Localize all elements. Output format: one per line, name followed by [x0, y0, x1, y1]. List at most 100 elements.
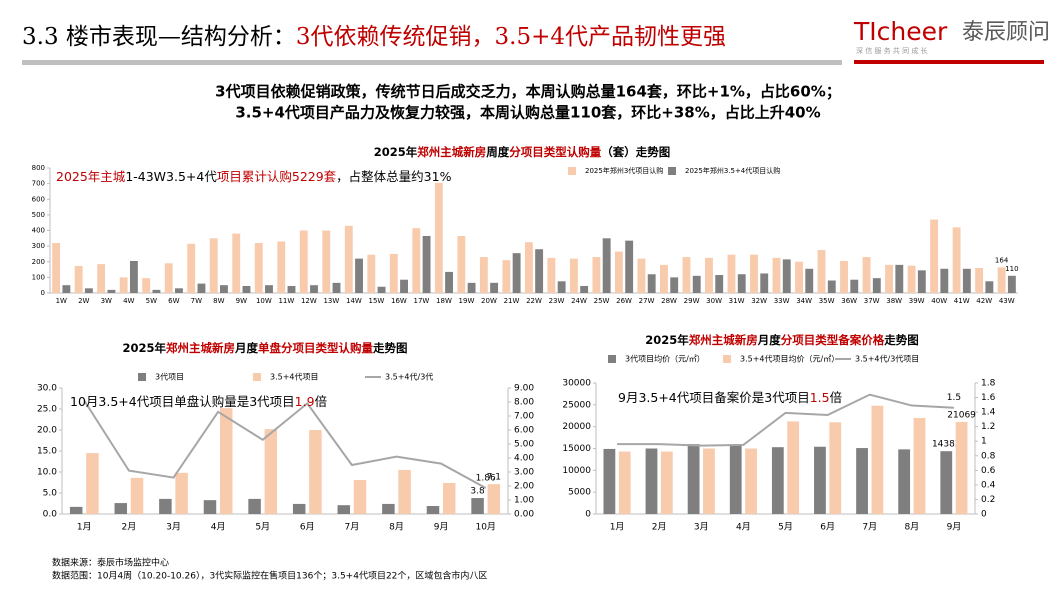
text-part: 郑州主城新房 — [689, 333, 758, 347]
x-tick-label: 21W — [504, 297, 520, 305]
bar — [114, 503, 128, 514]
bar — [705, 257, 713, 293]
source-line: 数据来源：泰辰市场监控中心 — [52, 557, 169, 569]
x-tick-label: 34W — [796, 297, 812, 305]
legend-swatch — [568, 167, 576, 175]
x-tick-label: 33W — [774, 297, 790, 305]
x-tick-label: 29W — [684, 297, 700, 305]
x-tick-label: 15W — [368, 297, 384, 305]
tick-label: 0.00 — [514, 510, 534, 520]
bar — [952, 227, 961, 293]
tick-label: 100 — [32, 273, 45, 281]
bar — [727, 254, 736, 293]
bar — [827, 280, 836, 293]
bar — [787, 421, 800, 514]
x-tick-label: 3月 — [694, 522, 709, 533]
x-tick-label: 6W — [168, 297, 179, 305]
x-tick-label: 16W — [391, 297, 407, 305]
x-tick-label: 32W — [751, 297, 767, 305]
bar — [997, 267, 1006, 293]
legend-swatch — [253, 373, 261, 381]
tick-label: 0 — [41, 289, 45, 297]
x-tick-label: 30W — [706, 297, 722, 305]
bar — [209, 238, 218, 293]
x-tick-label: 26W — [616, 297, 632, 305]
bar — [445, 271, 454, 293]
x-tick-label: 5月 — [255, 522, 270, 533]
bar — [52, 243, 61, 293]
bar — [86, 453, 99, 514]
bar — [490, 282, 499, 293]
tick-label: 1 — [981, 437, 987, 447]
bar — [265, 285, 273, 293]
x-tick-label: 37W — [864, 297, 880, 305]
x-tick-label: 20W — [481, 297, 497, 305]
x-tick-label: 27W — [639, 297, 655, 305]
bar — [471, 498, 484, 514]
bar — [603, 448, 616, 514]
bar — [467, 282, 476, 293]
bar — [805, 268, 814, 293]
text-part: 月度 — [234, 341, 258, 355]
bar — [913, 417, 926, 514]
x-tick-label: 2月 — [122, 522, 137, 533]
bar — [367, 254, 376, 293]
tick-label: 3.00 — [514, 468, 534, 478]
bar — [287, 285, 296, 293]
text-part: 周度 — [486, 145, 509, 159]
x-tick-label: 18W — [436, 297, 452, 305]
logo-brand: TIcheer — [853, 17, 948, 46]
bar — [337, 505, 351, 514]
bar — [400, 279, 408, 293]
bar — [871, 405, 884, 514]
legend-label: 3代项目 — [155, 372, 184, 382]
legend-swatch — [608, 355, 616, 363]
bar — [569, 258, 578, 293]
logo-rule — [854, 60, 1044, 64]
bar — [62, 285, 71, 293]
legend-swatch — [668, 167, 676, 175]
bar — [682, 257, 691, 293]
summary-line: 3.5+4代项目产品力及恢复力较强，本周认购总量110套，环比+38%，占比上升… — [235, 104, 820, 122]
header-rule — [22, 60, 842, 65]
x-tick-label: 4W — [123, 297, 134, 305]
logo-name: 泰辰顾问 — [962, 20, 1050, 45]
tick-label: 7.00 — [514, 412, 534, 422]
bar — [829, 422, 842, 514]
line — [617, 393, 954, 447]
tick-label: 500 — [32, 211, 45, 219]
bar — [895, 264, 904, 293]
bar — [637, 258, 646, 293]
value-label: 1.5 — [947, 393, 961, 403]
bar — [557, 281, 566, 293]
tick-label: 8.00 — [514, 398, 534, 408]
bar — [220, 285, 228, 293]
bar — [344, 225, 353, 293]
text-part: 9月3.5+4代项目备案价是3代项目 — [618, 390, 810, 405]
x-tick-label: 24W — [571, 297, 587, 305]
text-part: 郑州主城新房 — [417, 145, 486, 159]
legend-label: 2025年郑州3.5+4代项目认购 — [685, 166, 780, 175]
bar — [602, 238, 611, 293]
bar — [309, 430, 322, 514]
tick-label: 15000 — [562, 444, 591, 454]
bar — [930, 219, 939, 293]
bar — [389, 253, 398, 293]
chart-text: 2025年郑州主城新房周度分项目类型认购量（套）走势图 — [374, 145, 671, 159]
bar — [412, 228, 421, 293]
bar — [975, 268, 984, 293]
bar — [955, 421, 968, 514]
x-tick-label: 4月 — [211, 522, 226, 533]
x-tick-label: 7月 — [862, 522, 877, 533]
bar — [107, 289, 116, 293]
text-part: 2025年 — [645, 333, 689, 347]
bar — [917, 270, 926, 293]
x-tick-label: 17W — [414, 297, 430, 305]
bar — [703, 448, 715, 514]
tick-label: 6.00 — [514, 426, 534, 436]
legend-label: 3.5+4代/3代 — [385, 372, 433, 382]
bar — [434, 182, 443, 293]
bar — [985, 281, 994, 293]
header-part: 3代依赖传统促销，3.5+4代产品韧性更强 — [296, 24, 726, 50]
bar — [248, 498, 261, 514]
